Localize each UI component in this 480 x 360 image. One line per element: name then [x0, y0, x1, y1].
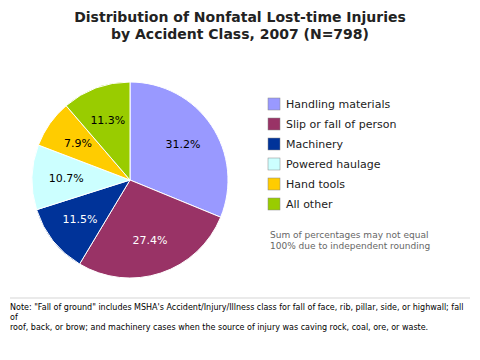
legend-swatch [268, 198, 280, 210]
annotation-line: Sum of percentages may not equal [270, 230, 428, 240]
legend-entry: Handling materials [286, 98, 390, 111]
legend-entry: Machinery [286, 138, 344, 151]
legend-entry: Powered haulage [286, 158, 381, 171]
legend-swatch [268, 178, 280, 190]
data-label: 11.5% [63, 213, 98, 226]
separator [10, 298, 470, 299]
legend-swatch [268, 138, 280, 150]
annotation: Sum of percentages may not equal100% due… [270, 230, 430, 251]
legend-swatch [268, 118, 280, 130]
legend-entry: Hand tools [286, 178, 345, 191]
annotation-line: Note: "Fall of ground" includes MSHA's A… [10, 303, 464, 312]
legend-swatch [268, 98, 280, 110]
slice-labels: 31.2% 27.4% 11.5% 10.7% 7.9% 11.3% [49, 114, 201, 247]
data-label: 10.7% [49, 172, 84, 185]
title-line: by Accident Class, 2007 (N=798) [111, 26, 369, 42]
annotation-line: roof, back, or brow; and machinery cases… [10, 323, 428, 332]
data-label: 27.4% [133, 234, 168, 247]
data-label: 7.9% [64, 137, 92, 150]
annotation: Note: "Fall of ground" includes MSHA's A… [10, 303, 464, 332]
legend-entry: Slip or fall of person [286, 118, 396, 131]
pie [32, 82, 228, 278]
slice [66, 82, 130, 180]
chart: Distribution of Nonfatal Lost-time Injur… [0, 0, 480, 360]
annotation-line: 100% due to independent rounding [270, 241, 430, 251]
legend-entry: All other [286, 198, 333, 211]
data-label: 31.2% [165, 138, 200, 151]
legend: Handling materials Slip or fall of person… [268, 98, 396, 211]
title-line: Distribution of Nonfatal Lost-time Injur… [74, 9, 406, 25]
title: Distribution of Nonfatal Lost-time Injur… [74, 9, 406, 42]
legend-swatch [268, 158, 280, 170]
annotation-line: of [10, 313, 18, 322]
data-label: 11.3% [90, 114, 125, 127]
